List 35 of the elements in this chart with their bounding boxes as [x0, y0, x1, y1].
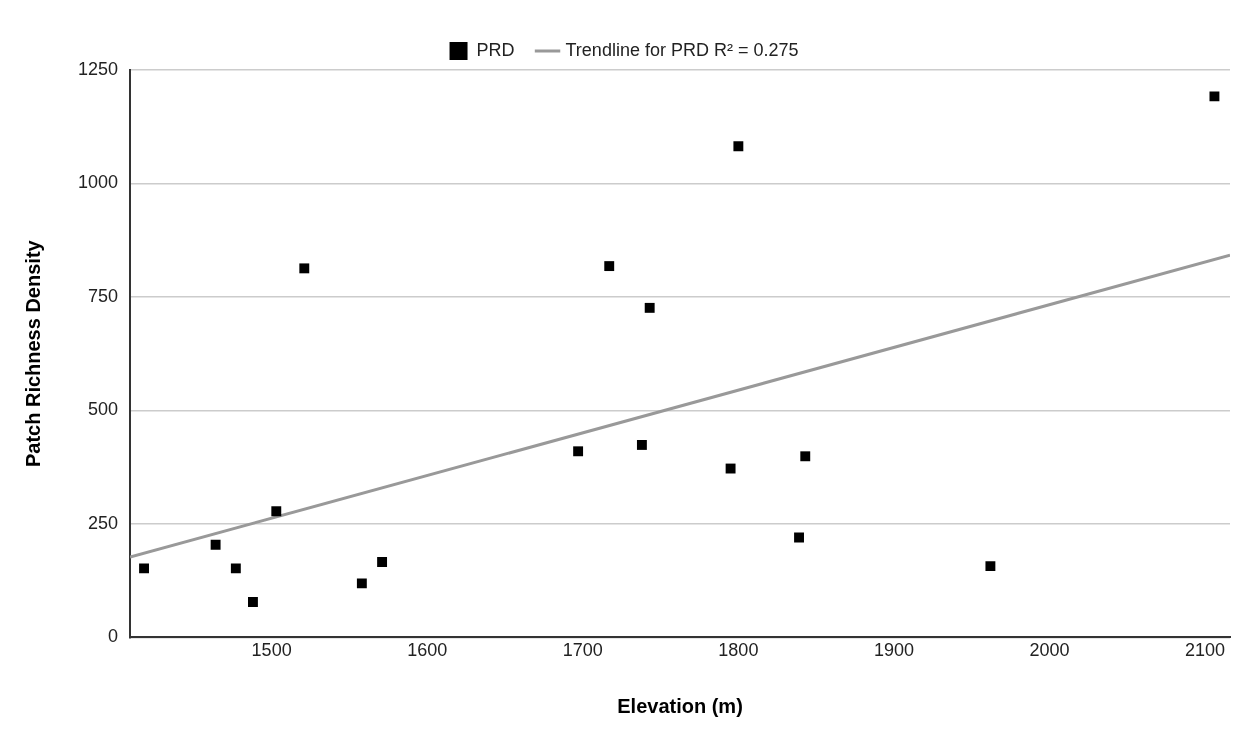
x-tick-label: 2000	[1029, 640, 1070, 661]
point	[573, 446, 584, 457]
point	[733, 141, 744, 152]
point	[604, 261, 615, 272]
y-tick-label: 0	[108, 626, 119, 647]
point	[210, 539, 221, 550]
point	[271, 506, 282, 517]
y-tick-label: 500	[88, 399, 119, 420]
point	[794, 532, 804, 543]
x-tick-label: 1600	[407, 640, 448, 661]
point	[1209, 91, 1220, 102]
point	[248, 597, 258, 607]
point	[636, 439, 647, 450]
y-tick-label: 1000	[78, 172, 119, 193]
point	[356, 578, 367, 589]
point	[985, 561, 996, 572]
legend-label: PRD	[476, 39, 515, 60]
x-tick-label: 1900	[873, 640, 914, 661]
point	[377, 557, 388, 567]
legend-label: Trendline for PRD R² = 0.275	[565, 39, 799, 60]
x-tick-label: 1700	[562, 640, 603, 661]
point	[800, 451, 811, 462]
point	[644, 302, 655, 313]
x-tick-label: 1500	[251, 640, 292, 661]
point	[139, 563, 149, 574]
y-axis-title: Patch Richness Density	[21, 239, 44, 468]
y-tick-label: 250	[88, 512, 119, 533]
y-tick-label: 750	[88, 285, 119, 306]
point	[725, 463, 736, 474]
x-tick-label: 1800	[718, 640, 759, 661]
x-axis-title: Elevation (m)	[617, 694, 743, 717]
point	[299, 263, 310, 274]
x-tick-label: 2100	[1185, 640, 1226, 661]
y-tick-label: 1250	[78, 58, 119, 79]
point	[230, 563, 241, 574]
